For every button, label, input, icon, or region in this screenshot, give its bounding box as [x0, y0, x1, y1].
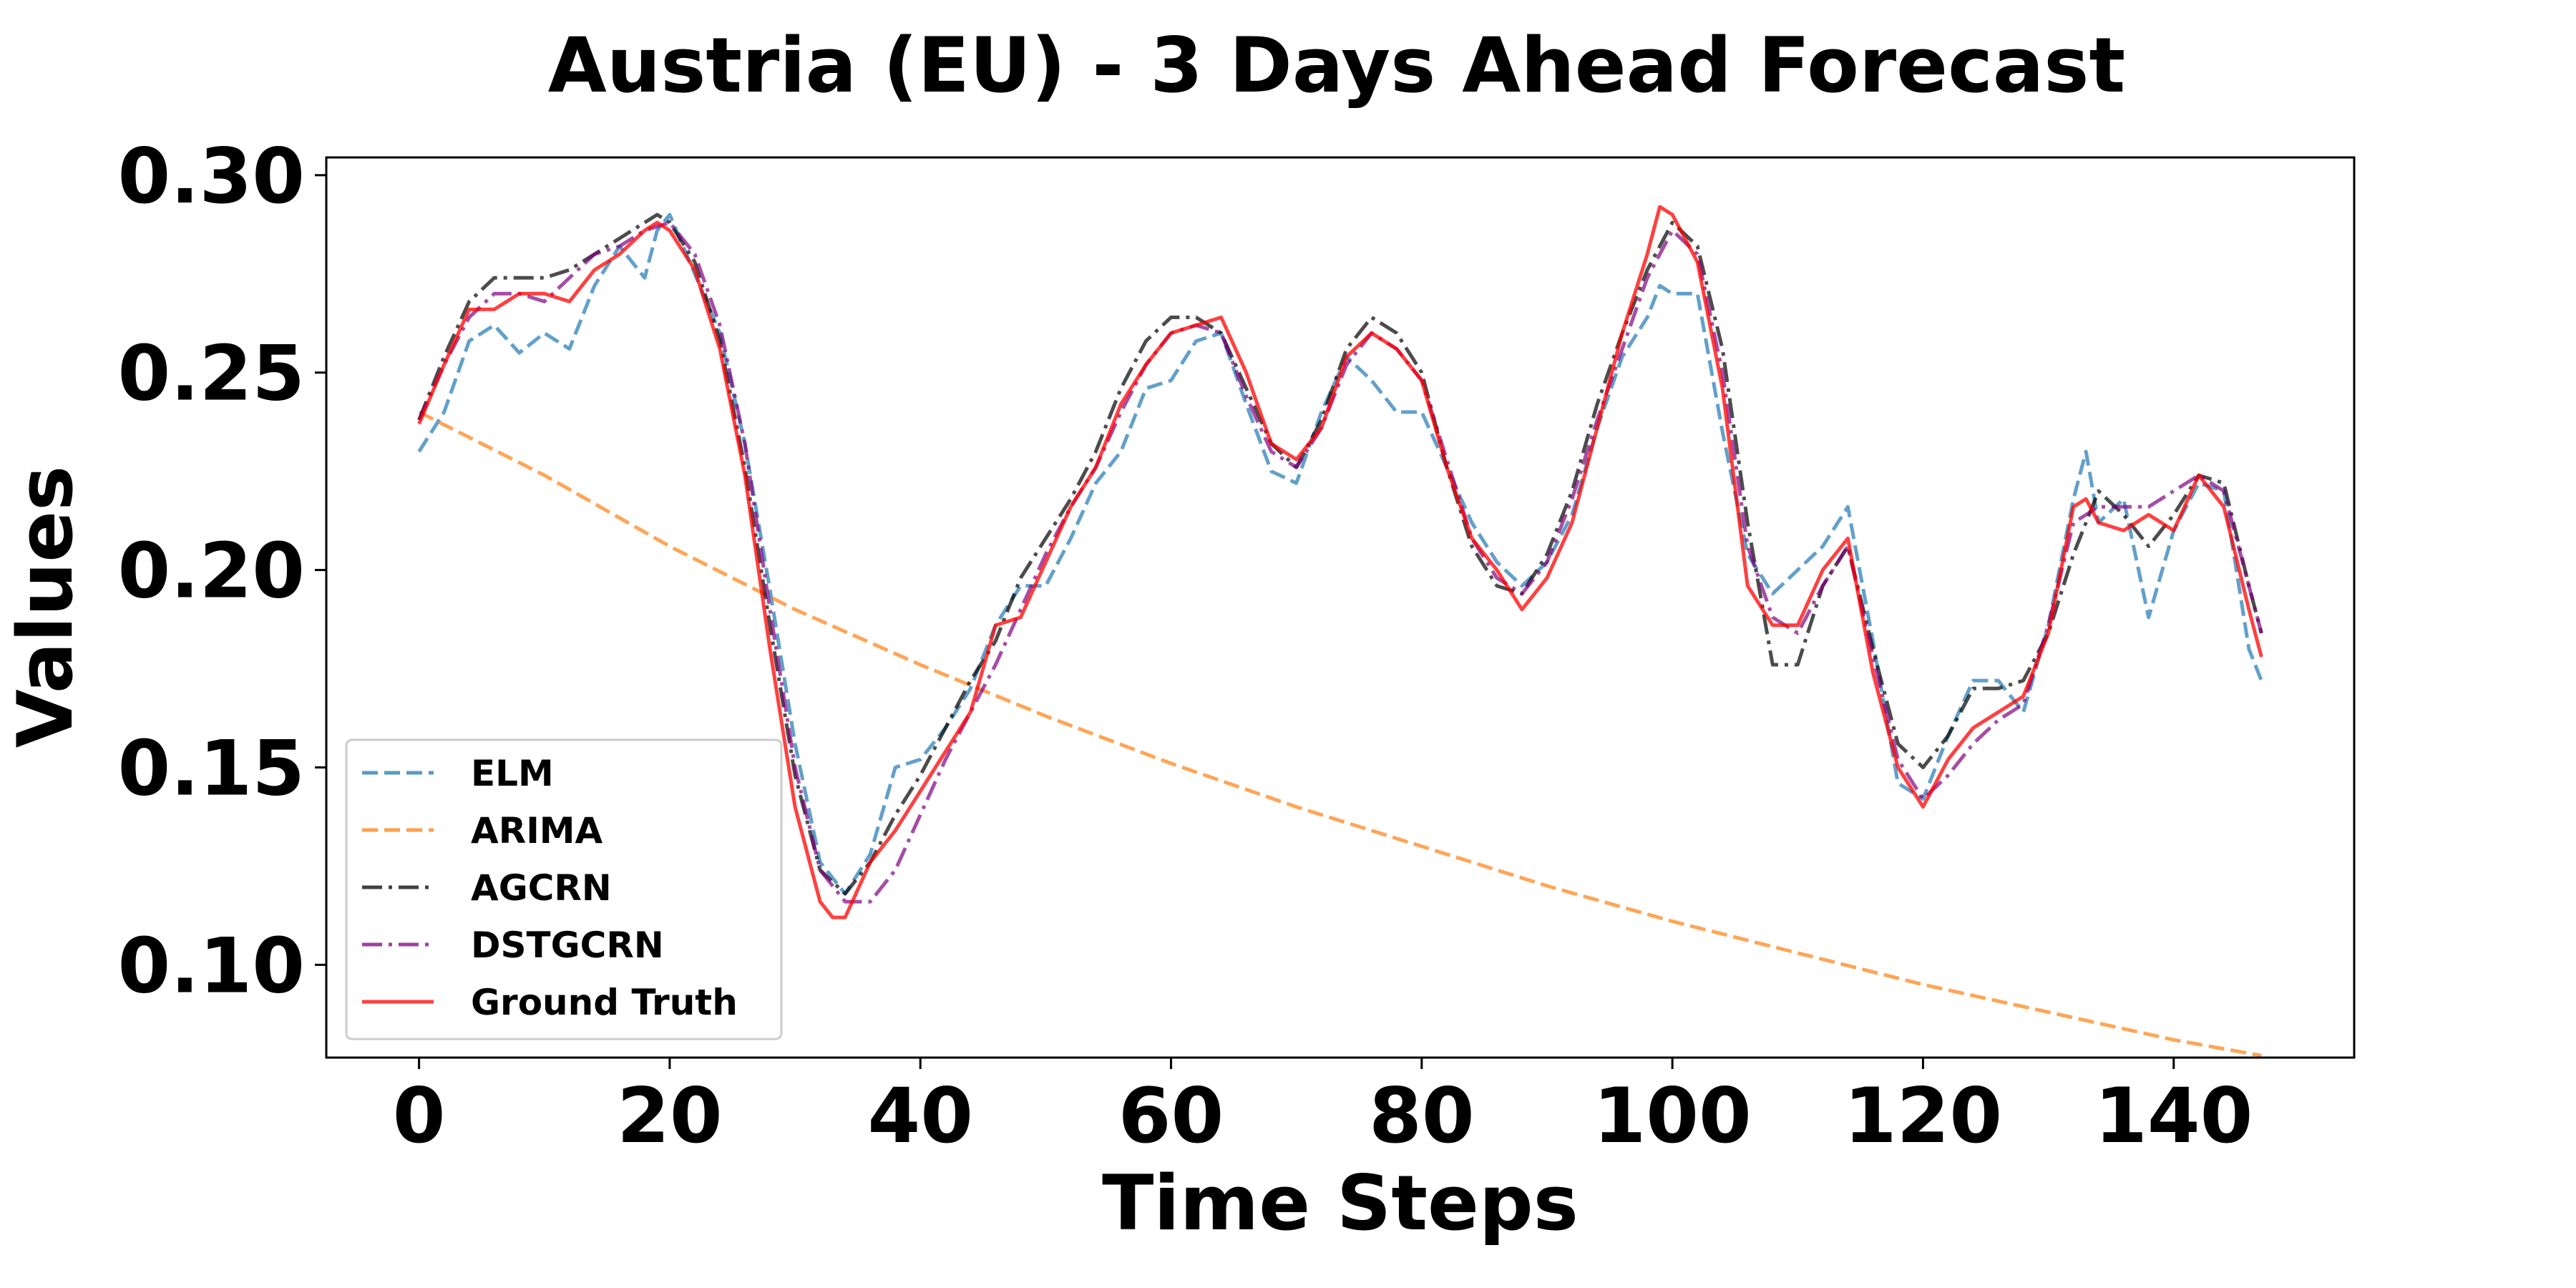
legend-label: DSTGCRN: [471, 924, 664, 966]
y-tick-label: 0.20: [117, 527, 305, 615]
legend-label: Ground Truth: [471, 982, 738, 1023]
series-line-elm: [417, 213, 2263, 896]
legend-box: [345, 738, 783, 1040]
y-tick-label: 0.25: [117, 330, 305, 418]
series-line-arima: [418, 410, 2262, 1058]
x-axis: 0 20 40 60 80 100 120 140: [393, 1058, 2253, 1160]
x-axis-label: Time Steps: [1102, 1159, 1579, 1247]
legend-label: ELM: [471, 753, 554, 794]
y-axis-label: Values: [1, 466, 89, 748]
x-tick-label: 80: [1369, 1072, 1475, 1160]
legend: ELM ARIMA AGCRN DSTGCRN Ground Truth: [345, 738, 783, 1040]
plot-area-frame: [325, 156, 2356, 1059]
legend-label: AGCRN: [471, 867, 612, 909]
x-tick-label: 20: [617, 1072, 723, 1160]
x-tick-label: 40: [867, 1072, 973, 1160]
x-tick-label: 140: [2094, 1072, 2253, 1160]
y-tick-label: 0.30: [117, 132, 305, 220]
legend-label: ARIMA: [471, 810, 603, 852]
series-line-dstgcrn: [417, 220, 2263, 904]
y-tick-label: 0.10: [117, 922, 305, 1010]
series-line-ground-truth: [417, 205, 2263, 919]
chart-title: Austria (EU) - 3 Days Ahead Forecast: [548, 21, 2125, 109]
y-tick-label: 0.15: [117, 724, 305, 812]
y-axis: 0.10 0.15 0.20 0.25 0.30: [117, 132, 326, 1010]
series-line-agcrn: [417, 213, 2263, 896]
x-tick-label: 100: [1594, 1072, 1752, 1160]
x-tick-label: 60: [1118, 1072, 1224, 1160]
x-tick-label: 0: [393, 1072, 446, 1160]
x-tick-label: 120: [1844, 1072, 2002, 1160]
